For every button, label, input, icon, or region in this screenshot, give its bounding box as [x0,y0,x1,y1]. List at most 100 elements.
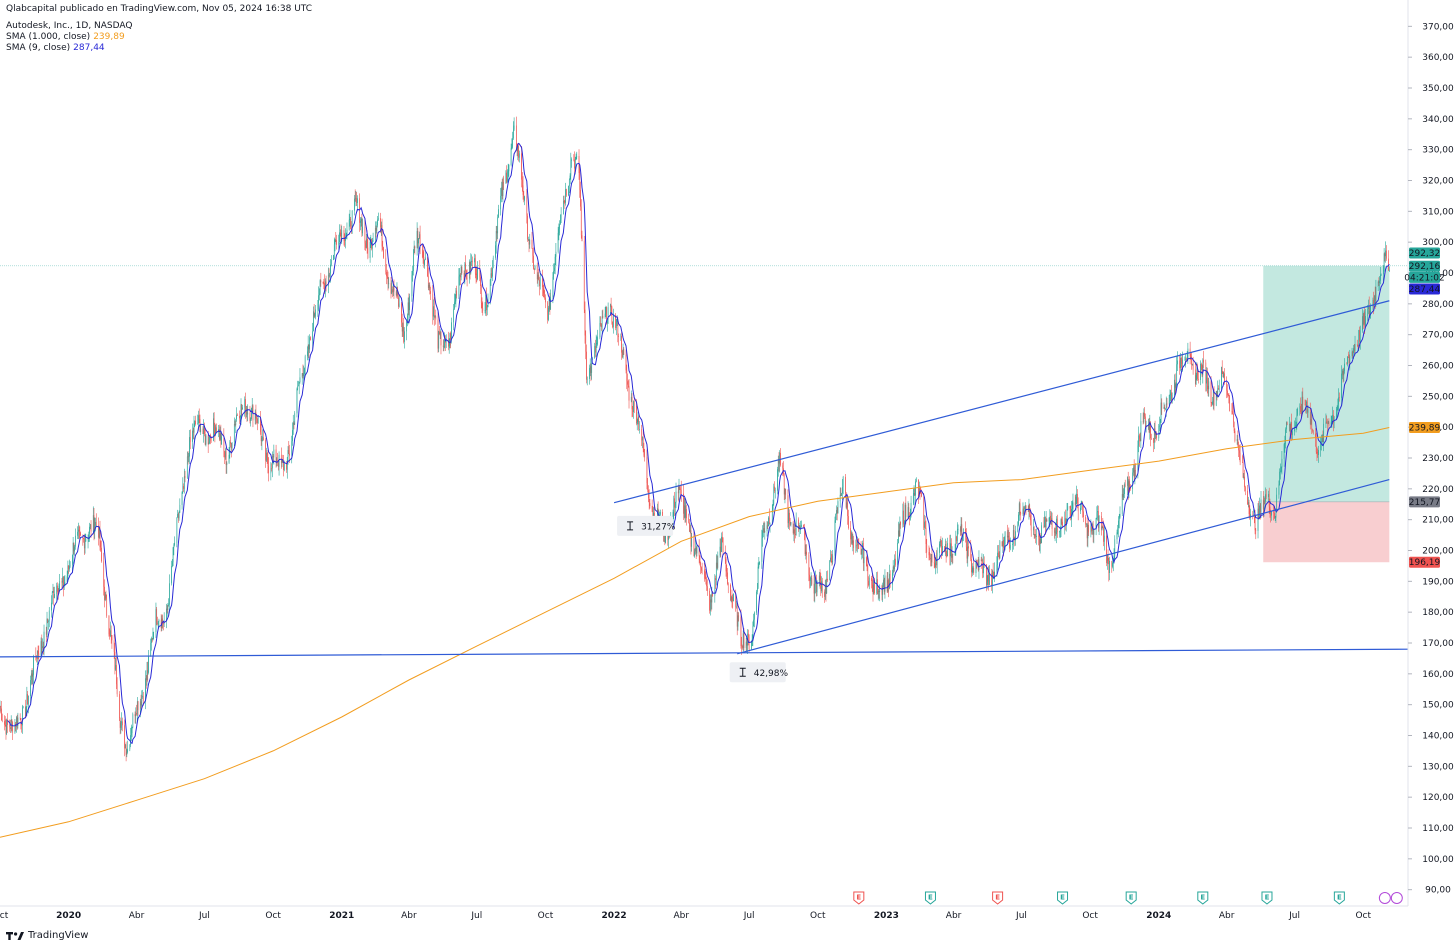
candle-body [101,547,102,562]
candle-body [479,268,481,278]
candle-body [607,319,608,324]
candle-body [327,274,329,287]
candle-body [121,721,122,723]
candle-body [325,281,327,287]
candle-body [241,404,243,410]
candle-body [615,322,617,328]
candle-body [961,524,963,541]
candle-body [711,593,713,603]
candle-body [684,505,686,518]
candle-body [868,580,869,586]
candle-body [674,498,675,508]
candle-body [476,274,478,280]
candle-body [205,435,207,445]
candle-body [547,302,549,320]
candle-body [898,530,900,537]
price-label-text: 04:21:02 [1404,273,1444,283]
candle-body [1024,507,1025,509]
candle-body [1059,529,1061,532]
candle-body [1369,310,1371,315]
candle-body [751,641,752,650]
candle-body [1276,494,1278,513]
candle-body [11,719,13,722]
price-label-box [1409,556,1440,568]
candle-body [1003,544,1005,548]
candle-body [338,242,340,245]
candle-body [475,273,477,275]
candle-body [1339,397,1340,399]
candle-body [1229,402,1231,412]
candle-body [1270,513,1272,516]
candle-body [122,721,123,726]
candle-body [757,566,759,588]
candle-body [1004,531,1006,545]
candle-body [586,351,587,380]
candle-body [6,719,8,734]
candle-body [1257,508,1259,531]
candle-body [1030,515,1031,521]
candle-body [779,452,781,464]
candle-body [705,578,707,582]
candle-body [16,717,17,727]
candle-body [895,558,896,565]
candle-body [36,656,37,659]
candle-body [57,585,58,592]
candle-body [186,456,188,478]
candle-body [169,583,170,605]
price-tick-label: 100,00 [1422,855,1454,865]
candle-body [463,273,465,281]
candle-body [748,633,749,638]
candle-body [401,322,403,332]
candle-body [919,488,921,494]
candle-body [559,224,560,229]
candle-body [416,231,418,248]
candle-body [10,727,11,730]
candle-body [1388,269,1390,271]
candle-body [335,239,337,241]
candle-body [1231,411,1233,412]
candle-body [748,637,750,650]
candle-body [255,412,257,419]
candle-body [495,245,496,258]
candle-body [224,451,226,458]
candle-body [1195,375,1197,384]
candle-body [507,177,508,182]
candle-body [221,436,222,445]
candle-body [207,435,209,445]
candle-body [871,580,873,585]
sma-long-legend[interactable]: SMA (1.000, close) 239,89 [6,32,125,43]
candle-body [155,609,157,632]
candle-body [219,428,220,440]
candle-body [1097,511,1098,513]
candle-body [407,315,408,322]
candle-body [183,486,184,489]
sma-short-legend[interactable]: SMA (9, close) 287,44 [6,43,105,54]
candle-body [516,146,518,152]
candle-body [1074,502,1076,505]
candle-body [863,557,865,564]
candle-body [193,423,195,433]
candle-body [19,717,21,719]
candle-body [1218,388,1219,390]
price-label-text: 287,44 [1409,285,1441,295]
candle-body [194,420,196,424]
candle-body [1103,535,1105,542]
candle-body [1006,531,1008,538]
candle-body [495,231,497,246]
candle-body [1317,453,1319,455]
candle-body [1065,518,1066,524]
candle-body [764,531,766,533]
candle-body [429,284,431,292]
candle-body [534,265,536,270]
candle-body [735,593,737,608]
candle-body [173,544,175,548]
sma-short-label: SMA (9, close) [6,43,71,53]
candle-body [621,352,623,358]
candle-body [1118,520,1119,529]
candle-body [636,405,637,424]
candle-body [171,566,172,584]
symbol-legend[interactable]: Autodesk, Inc., 1D, NASDAQ [6,21,133,31]
price-tick-label: 360,00 [1422,53,1454,63]
candle-body [1155,433,1157,435]
